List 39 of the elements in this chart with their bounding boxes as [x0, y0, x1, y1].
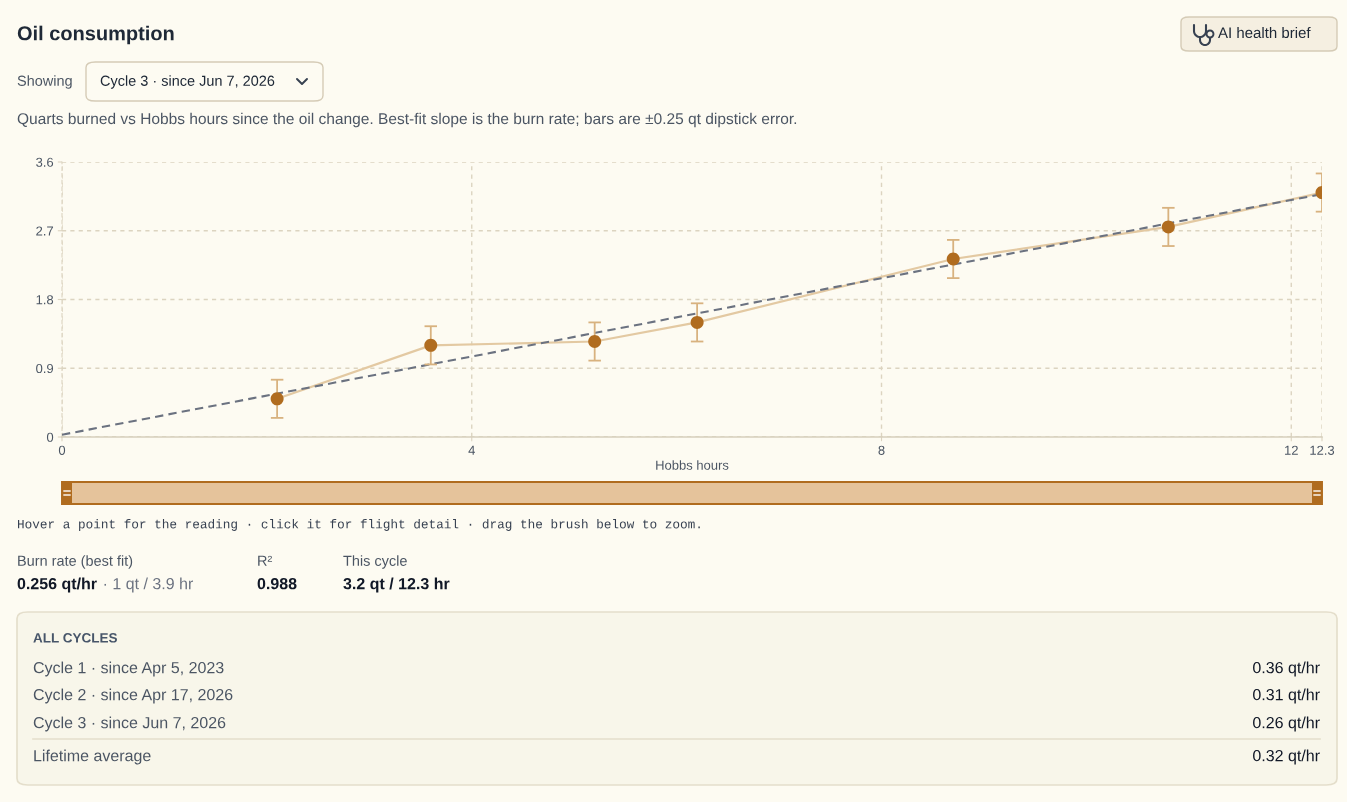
x-tick-label: 12.3 — [1310, 445, 1335, 455]
text: Burn rate (best fit) — [18, 555, 133, 569]
text: · 1 qt / 3.9 hr — [104, 577, 194, 593]
x-axis-title: Hobbs hours — [656, 460, 729, 470]
text: Hover a point for the reading · click it for flight detail · drag the brush below to zoom. — [18, 519, 700, 531]
y-tick-label: 3.6 — [36, 157, 54, 167]
text: 0.36 qt/hr — [1253, 661, 1320, 677]
chart-title: Oil consumption — [17, 25, 174, 45]
text: This cycle — [343, 555, 407, 569]
x-tick-label: 0 — [58, 445, 66, 455]
text: Cycle 2 · since Apr 17, 2026 — [33, 688, 233, 704]
text: R² — [258, 555, 273, 566]
chart-subtitle: Quarts burned vs Hobbs hours since the oil change. Best-fit slope is the burn rate; bars are ±0.25 qt dipstick error. — [17, 112, 797, 128]
x-tick-label: 4 — [468, 445, 475, 455]
text: Cycle 1 · since Apr 5, 2023 — [33, 661, 224, 677]
y-tick-label: 2.7 — [36, 226, 54, 236]
y-tick-label: 0.9 — [36, 363, 54, 374]
text: Cycle 3 · since Jun 7, 2026 — [100, 75, 275, 89]
text: 0.26 qt/hr — [1253, 716, 1320, 732]
point — [588, 335, 602, 349]
text: ALL CYCLES — [33, 633, 117, 643]
x-tick-label: 12 — [1285, 445, 1298, 455]
text: AI health brief — [1218, 27, 1311, 39]
text: 0.31 qt/hr — [1253, 688, 1320, 704]
text: Showing — [17, 75, 72, 89]
y-tick-label: 1.8 — [36, 295, 54, 305]
point — [270, 392, 284, 406]
text: Lifetime average — [34, 749, 151, 765]
point — [690, 315, 704, 329]
point — [424, 338, 438, 352]
text: 0.988 — [257, 577, 297, 590]
text: 0.256 qt/hr — [17, 577, 97, 593]
text: 3.2 qt / 12.3 hr — [343, 577, 450, 593]
text: Cycle 3 · since Jun 7, 2026 — [33, 716, 226, 732]
point — [1161, 220, 1175, 234]
point — [946, 252, 960, 266]
x-tick-label: 8 — [878, 445, 885, 455]
y-tick-label: 0 — [46, 432, 54, 442]
text: 0.32 qt/hr — [1253, 749, 1320, 765]
